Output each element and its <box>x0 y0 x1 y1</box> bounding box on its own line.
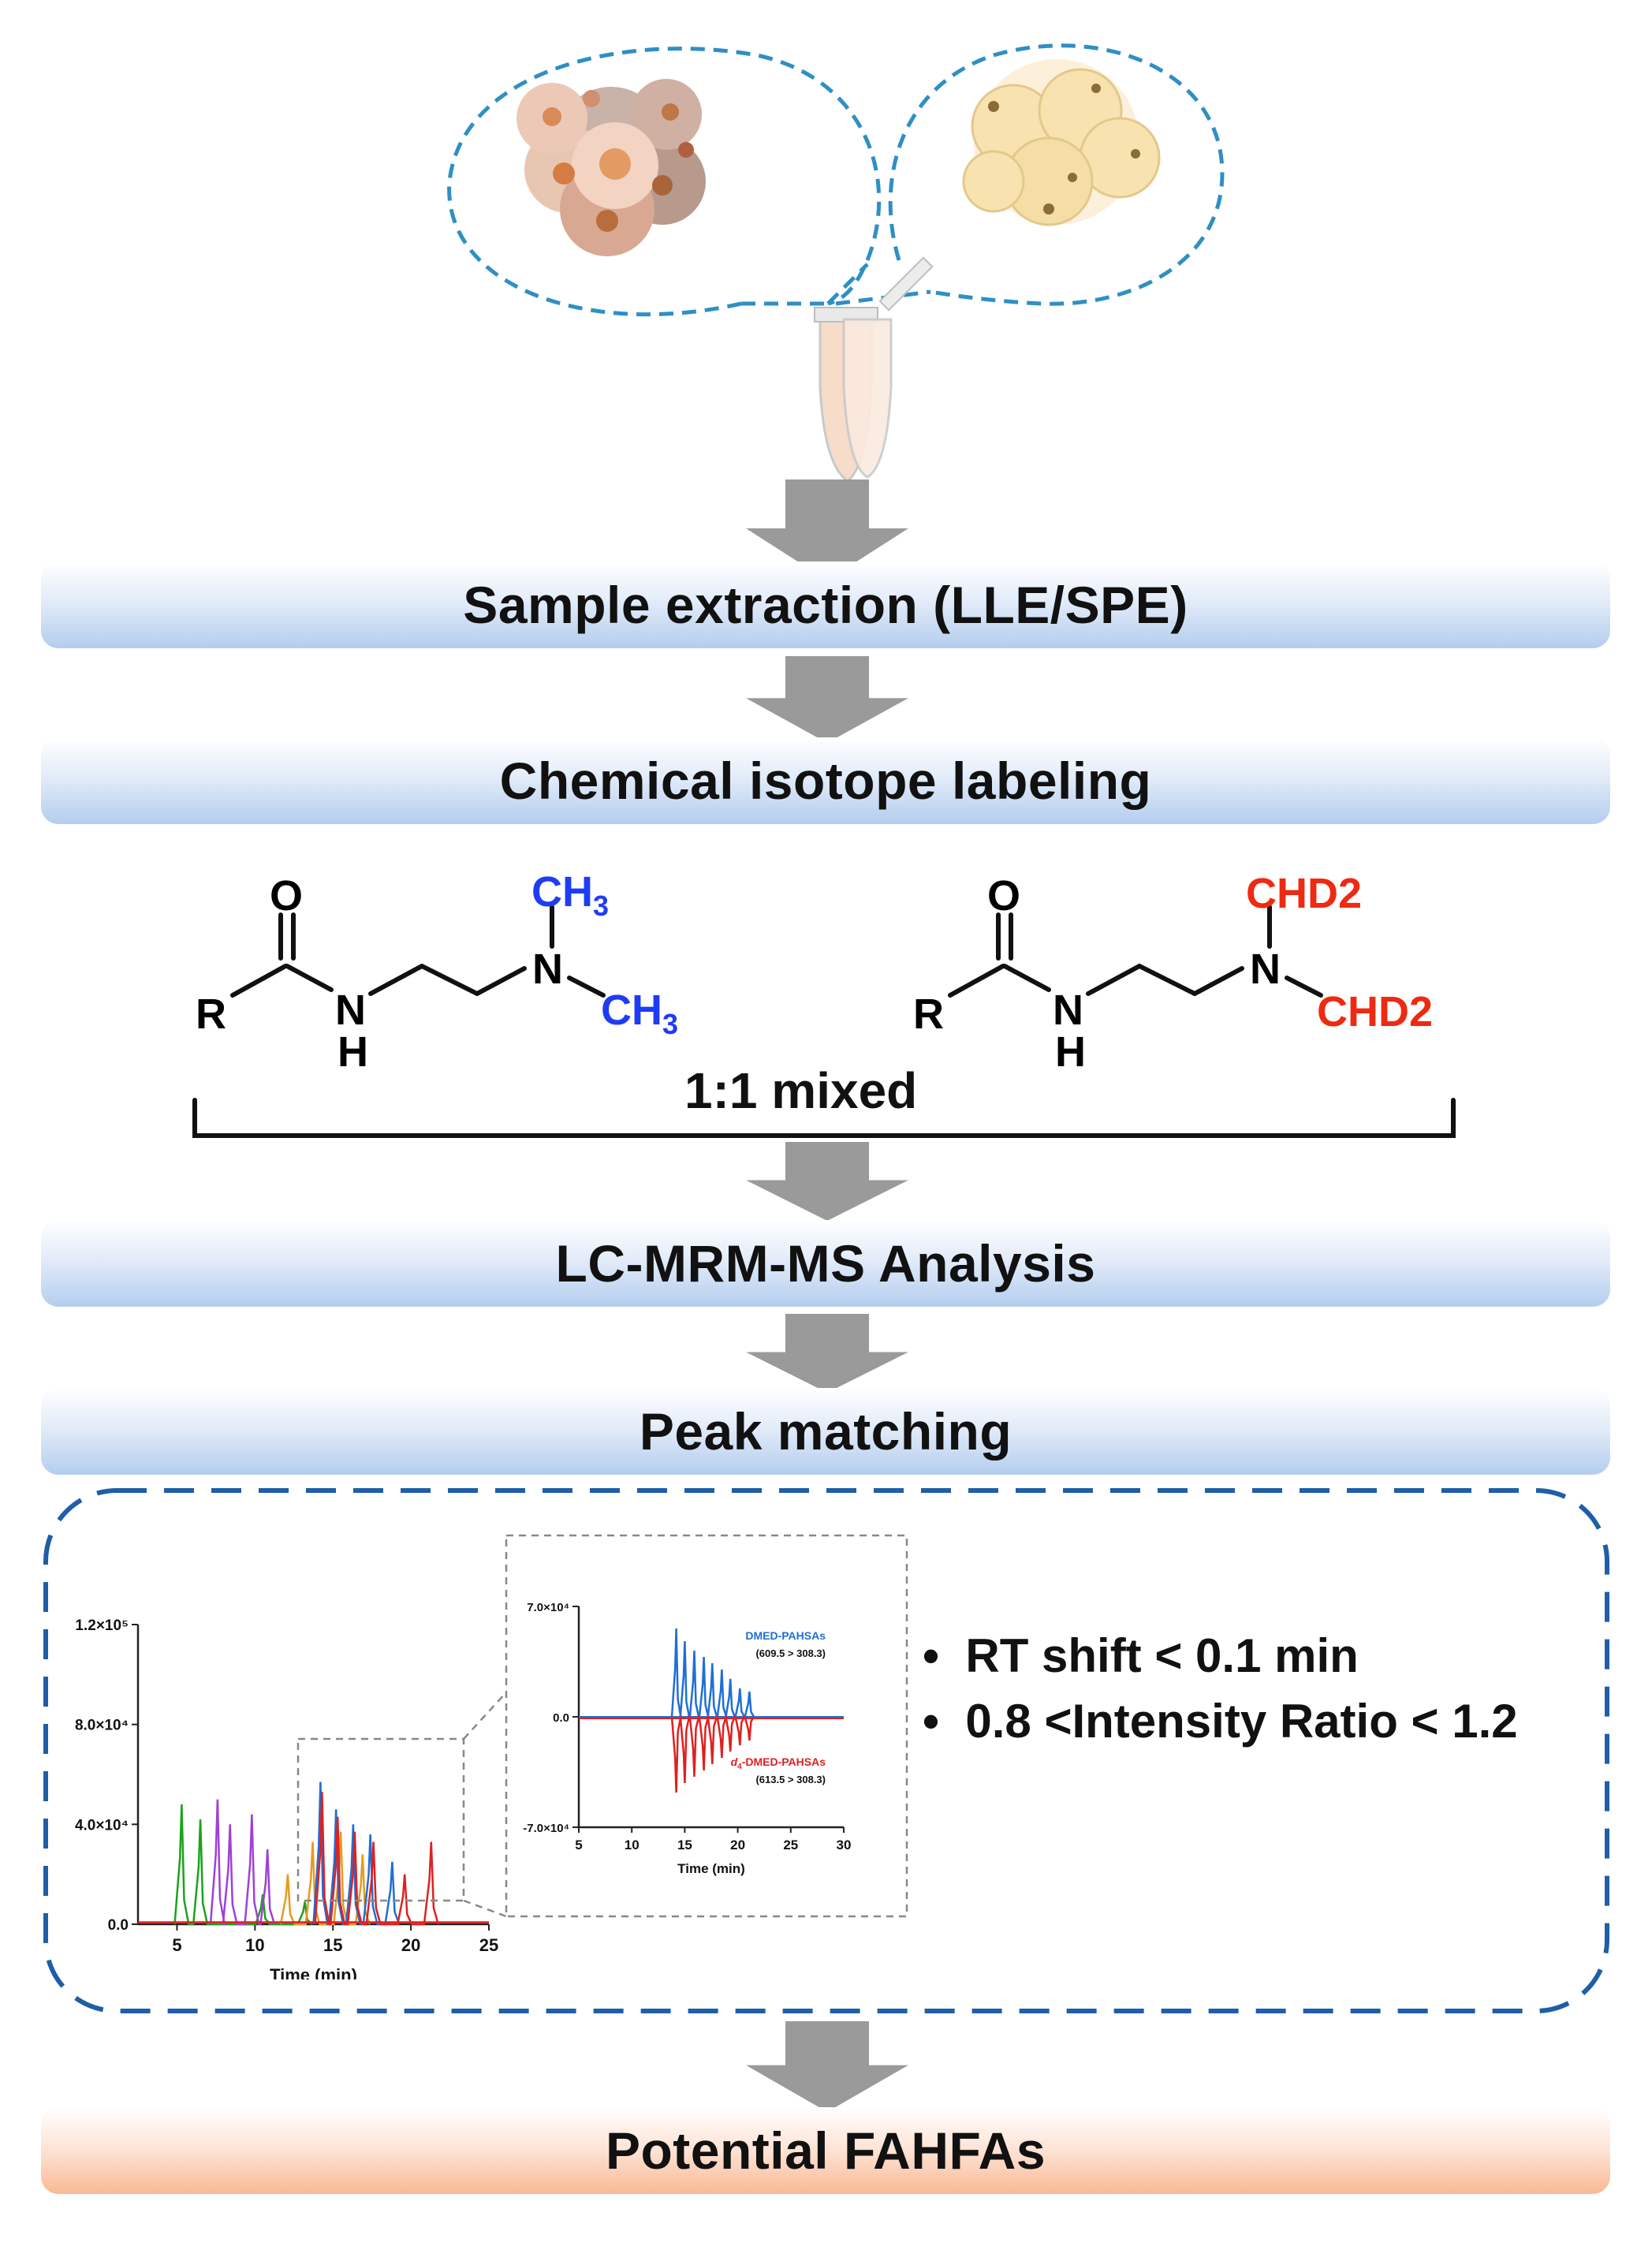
y-tick-label: 8.0×10⁴ <box>75 1718 129 1734</box>
mixing-bracket <box>192 1098 1456 1138</box>
y-tick-label: 7.0×10⁴ <box>527 1601 569 1614</box>
deuteromethyl-bottom: CHD2 <box>1317 988 1434 1035</box>
y-tick-label: -7.0×10⁴ <box>523 1822 569 1835</box>
x-tick-label: 25 <box>479 1935 498 1955</box>
step-label: Chemical isotope labeling <box>499 752 1152 810</box>
x-axis-label: Time (min) <box>677 1861 745 1876</box>
microcentrifuge-tubes <box>814 256 934 483</box>
legend-light-transition: (609.5 > 308.3) <box>755 1647 826 1659</box>
x-tick-label: 15 <box>677 1837 692 1852</box>
x-tick-label: 10 <box>625 1837 640 1852</box>
y-tick-label: 0.0 <box>108 1917 129 1934</box>
x-tick-label: 30 <box>837 1837 852 1852</box>
step-isotope-labeling: Chemical isotope labeling <box>41 737 1610 824</box>
down-arrow-1 <box>746 479 908 580</box>
down-arrow-2 <box>746 656 908 743</box>
x-tick-label: 5 <box>575 1837 582 1852</box>
methyl-top: CH3 <box>531 868 610 922</box>
step-potential-fahfas: Potential FAHFAs <box>41 2107 1610 2194</box>
series-line-1 <box>670 1715 755 1793</box>
step-label: Potential FAHFAs <box>605 2121 1046 2180</box>
inset-chromatogram: -7.0×10⁴ 0.0 7.0×10⁴ 5 10 15 20 25 30 Time (min) D… <box>523 1601 852 1876</box>
step-sample-extraction: Sample extraction (LLE/SPE) <box>41 562 1610 648</box>
main-chromatogram: 0.0 4.0×10⁴ 8.0×10⁴ 1.2×10⁵ 5 10 15 20 25 Time (m… <box>75 1617 498 1979</box>
sample-illustration <box>447 43 1225 483</box>
y-tick-label: 4.0×10⁴ <box>75 1817 129 1834</box>
left-callout-ellipse <box>447 47 882 317</box>
r-group-heavy: R <box>913 991 944 1038</box>
bullet-dot: • <box>923 1695 966 1748</box>
amine-nitrogen-heavy: N <box>1250 946 1281 993</box>
step-label: Sample extraction (LLE/SPE) <box>463 576 1188 634</box>
series-line-0 <box>173 1804 313 1926</box>
x-axis-label: Time (min) <box>270 1965 357 1979</box>
zoom-region-box <box>296 1737 465 1902</box>
y-tick-label: 0.0 <box>553 1711 569 1725</box>
zoom-connectors <box>296 1534 908 1918</box>
carbonyl-oxygen: O <box>270 872 304 920</box>
structure-bonds <box>192 905 1456 1138</box>
x-tick-label: 20 <box>401 1935 420 1955</box>
amine-nitrogen: N <box>532 946 563 993</box>
deuteromethyl-top: CHD2 <box>1246 870 1363 917</box>
step-lc-mrm-ms: LC-MRM-MS Analysis <box>41 1220 1610 1307</box>
series-line-4 <box>314 1792 439 1926</box>
legend-light-name: DMED-PAHSAs <box>745 1629 826 1642</box>
series-line-1 <box>209 1799 276 1926</box>
criteria-item-rt-shift: • RT shift < 0.1 min <box>923 1629 1359 1682</box>
step-label: Peak matching <box>639 1402 1012 1461</box>
bullet-dot: • <box>923 1629 966 1682</box>
amide-nitrogen-heavy: N <box>1053 987 1083 1034</box>
amide-nitrogen: N <box>335 987 366 1034</box>
criteria-item-intensity-ratio: • 0.8 <Intensity Ratio < 1.2 <box>923 1695 1518 1748</box>
series-line-0 <box>670 1628 755 1718</box>
r-group: R <box>196 991 226 1038</box>
y-tick-label: 1.2×10⁵ <box>75 1617 129 1634</box>
peak-matching-panel <box>43 1488 1609 2013</box>
right-callout-ellipse <box>888 43 1225 306</box>
step-peak-matching: Peak matching <box>41 1388 1610 1475</box>
methyl-bottom: CH3 <box>601 987 679 1040</box>
x-tick-label: 20 <box>730 1837 745 1852</box>
x-tick-label: 10 <box>245 1935 264 1955</box>
x-tick-label: 25 <box>783 1837 798 1852</box>
amide-hydrogen: H <box>337 1028 368 1076</box>
step-label: LC-MRM-MS Analysis <box>555 1234 1096 1293</box>
cancer-cell-cluster <box>516 79 706 256</box>
adipocyte-cluster <box>962 59 1161 226</box>
mixing-ratio-label: 1:1 mixed <box>684 1062 918 1119</box>
x-tick-label: 5 <box>172 1935 181 1955</box>
legend-heavy-transition: (613.5 > 308.3) <box>755 1774 826 1785</box>
carbonyl-oxygen-heavy: O <box>987 872 1021 920</box>
down-arrow-5 <box>746 2021 908 2112</box>
amide-hydrogen-heavy: H <box>1055 1028 1086 1076</box>
down-arrow-4 <box>746 1314 908 1393</box>
legend-heavy-name: d4-DMED-PAHSAs <box>731 1755 826 1771</box>
down-arrow-3 <box>746 1142 908 1221</box>
x-tick-label: 15 <box>323 1935 342 1955</box>
